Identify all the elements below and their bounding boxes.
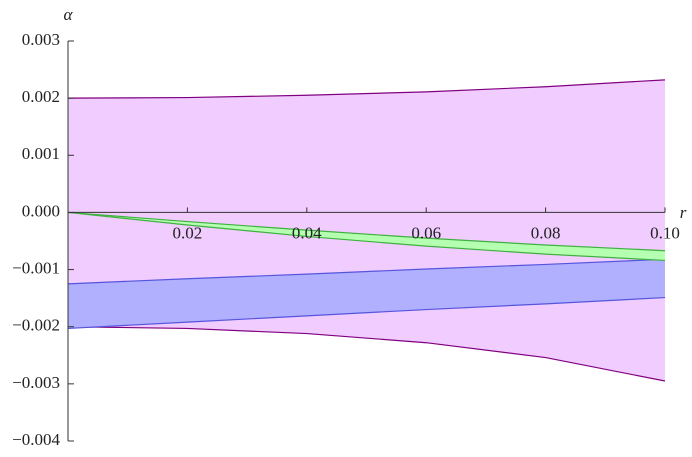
band-fill	[68, 212, 665, 261]
band-edge	[67, 326, 666, 382]
y-tick-label: 0.002	[22, 87, 60, 106]
x-tick-label: 0.08	[531, 223, 561, 242]
y-tick-label: −0.003	[12, 373, 60, 392]
y-tick-label: 0.003	[22, 30, 60, 49]
y-tick-label: −0.004	[12, 430, 60, 449]
band-fill	[68, 79, 665, 381]
band-edge	[67, 79, 666, 99]
x-tick-label: 0.04	[292, 223, 322, 242]
y-tick-label: −0.002	[12, 316, 60, 335]
band-edge	[67, 258, 666, 285]
x-axis-label: r	[680, 203, 687, 222]
band-edge	[67, 211, 666, 252]
y-tick-label: 0.000	[22, 201, 60, 220]
y-tick-label: 0.001	[22, 144, 60, 163]
x-tick-label: 0.10	[650, 223, 680, 242]
x-tick-label: 0.06	[411, 223, 441, 242]
band-edge	[67, 296, 666, 330]
band-fill	[68, 259, 665, 329]
band-edge	[67, 211, 666, 262]
x-tick-label: 0.02	[173, 223, 203, 242]
y-axis-label: α	[64, 5, 74, 24]
y-tick-label: −0.001	[12, 258, 60, 277]
